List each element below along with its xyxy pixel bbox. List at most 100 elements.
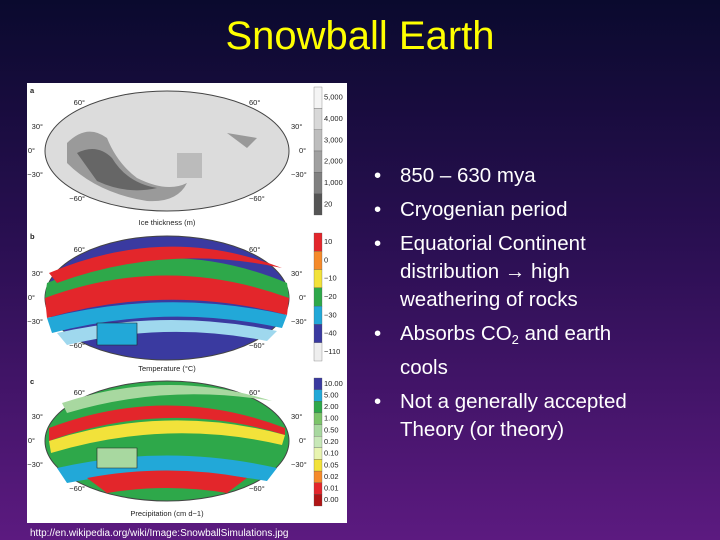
latitude-label: 60° [74, 245, 85, 254]
colorbar-segment [313, 287, 323, 307]
panel-letter: b [30, 232, 35, 241]
map-b [44, 235, 290, 361]
colorbar-segment [313, 424, 323, 437]
colorbar-segment [313, 412, 323, 425]
map-a [44, 90, 290, 212]
panel-letter: c [30, 377, 34, 386]
colorbar-segment [313, 459, 323, 472]
bullet: Absorbs CO2 and earth cools [372, 320, 662, 382]
colorbar-label: 0.00 [324, 495, 339, 504]
latitude-label: 30° [32, 269, 43, 278]
latitude-label: 0° [299, 146, 306, 155]
colorbar-segment [313, 172, 323, 194]
bullet-list: 850 – 630 mya Cryogenian period Equatorial… [372, 162, 662, 450]
panel-caption: Temperature (°C) [138, 364, 196, 373]
colorbar-label: −30 [324, 310, 337, 319]
latitude-label: 30° [32, 412, 43, 421]
colorbar-segment [313, 193, 323, 216]
colorbar-label: 5.00 [324, 390, 339, 399]
colorbar-segment [313, 269, 323, 289]
colorbar-label: 1.00 [324, 414, 339, 423]
latitude-label: −60° [69, 341, 85, 350]
colorbar-segment [313, 342, 323, 362]
latitude-label: −30° [291, 460, 307, 469]
colorbar-label: 10 [324, 237, 332, 246]
latitude-label: 60° [249, 245, 260, 254]
latitude-label: 60° [249, 98, 260, 107]
colorbar-segment [313, 482, 323, 495]
bullet-text: Equatorial Continent distribution → high… [400, 232, 586, 311]
source-url: http://en.wikipedia.org/wiki/Image:Snowb… [30, 528, 289, 539]
bullet-text: Not a generally accepted Theory (or theo… [400, 390, 627, 441]
latitude-label: −60° [249, 484, 265, 493]
latitude-label: 0° [299, 436, 306, 445]
colorbar-segment [313, 447, 323, 460]
colorbar-label: 10.00 [324, 379, 343, 388]
colorbar-segment [313, 129, 323, 152]
colorbar-label: 3,000 [324, 135, 343, 144]
latitude-label: 0° [28, 293, 35, 302]
colorbar-label: 1,000 [324, 178, 343, 187]
colorbar-segment [313, 494, 323, 507]
latitude-label: 60° [74, 98, 85, 107]
slide-title: Snowball Earth [225, 14, 495, 58]
colorbar-segment [313, 377, 323, 390]
bullet-text: 850 – 630 mya [400, 164, 536, 187]
latitude-label: −60° [249, 194, 265, 203]
bullet-text: Absorbs CO [400, 322, 512, 345]
bullet: 850 – 630 mya [372, 162, 662, 190]
colorbar-segment [313, 108, 323, 130]
latitude-label: 0° [299, 293, 306, 302]
latitude-label: −30° [291, 170, 307, 179]
colorbar-segment [313, 324, 323, 343]
colorbar-label: −40 [324, 329, 337, 338]
latitude-label: 30° [291, 122, 302, 131]
latitude-label: 60° [249, 388, 260, 397]
colorbar-label: 0.50 [324, 425, 339, 434]
latitude-label: −60° [69, 484, 85, 493]
latitude-label: 60° [74, 388, 85, 397]
latitude-label: 30° [291, 269, 302, 278]
panel-letter: a [30, 86, 35, 95]
bullet: Equatorial Continent distribution → high… [372, 230, 662, 314]
colorbar-label: 5,000 [324, 93, 343, 102]
colorbar-label: −20 [324, 292, 337, 301]
colorbar-segment [313, 232, 323, 252]
bullet: Not a generally accepted Theory (or theo… [372, 388, 662, 444]
colorbar-label: 0.01 [324, 484, 339, 493]
latitude-label: −30° [27, 317, 43, 326]
colorbar-segment [313, 305, 323, 325]
latitude-label: −30° [291, 317, 307, 326]
colorbar-label: −110 [324, 347, 340, 356]
bullet-text: Cryogenian period [400, 198, 568, 221]
panel-caption: Ice thickness (m) [139, 218, 196, 227]
colorbar-segment [313, 401, 323, 414]
colorbar-segment [313, 470, 323, 483]
colorbar-segment [313, 389, 323, 402]
latitude-label: −30° [27, 170, 43, 179]
latitude-label: 30° [32, 122, 43, 131]
latitude-label: 30° [291, 412, 302, 421]
subscript: 2 [511, 332, 519, 347]
colorbar-segment [313, 251, 323, 270]
colorbar-label: 0 [324, 255, 328, 264]
bullet-text: and earth cools [400, 322, 612, 379]
colorbar-label: −10 [324, 274, 337, 283]
bullet: Cryogenian period [372, 196, 662, 224]
figure: a Ice thickness (m) 5,000 4,000 3,000 2,000 1,… [27, 83, 347, 523]
colorbar-label: 0.10 [324, 449, 339, 458]
colorbar-label: 4,000 [324, 114, 343, 123]
latitude-label: −30° [27, 460, 43, 469]
latitude-label: −60° [69, 194, 85, 203]
colorbar-segment [313, 436, 323, 448]
colorbar-segment [313, 150, 323, 173]
map-c [44, 380, 290, 502]
colorbar-label: 2,000 [324, 157, 343, 166]
latitude-label: 0° [28, 146, 35, 155]
colorbar-segment [313, 86, 323, 109]
colorbar-label: 0.05 [324, 460, 339, 469]
colorbar-label: 20 [324, 199, 332, 208]
colorbar-label: 0.02 [324, 472, 339, 481]
panel-caption: Precipitation (cm d−1) [130, 509, 204, 518]
